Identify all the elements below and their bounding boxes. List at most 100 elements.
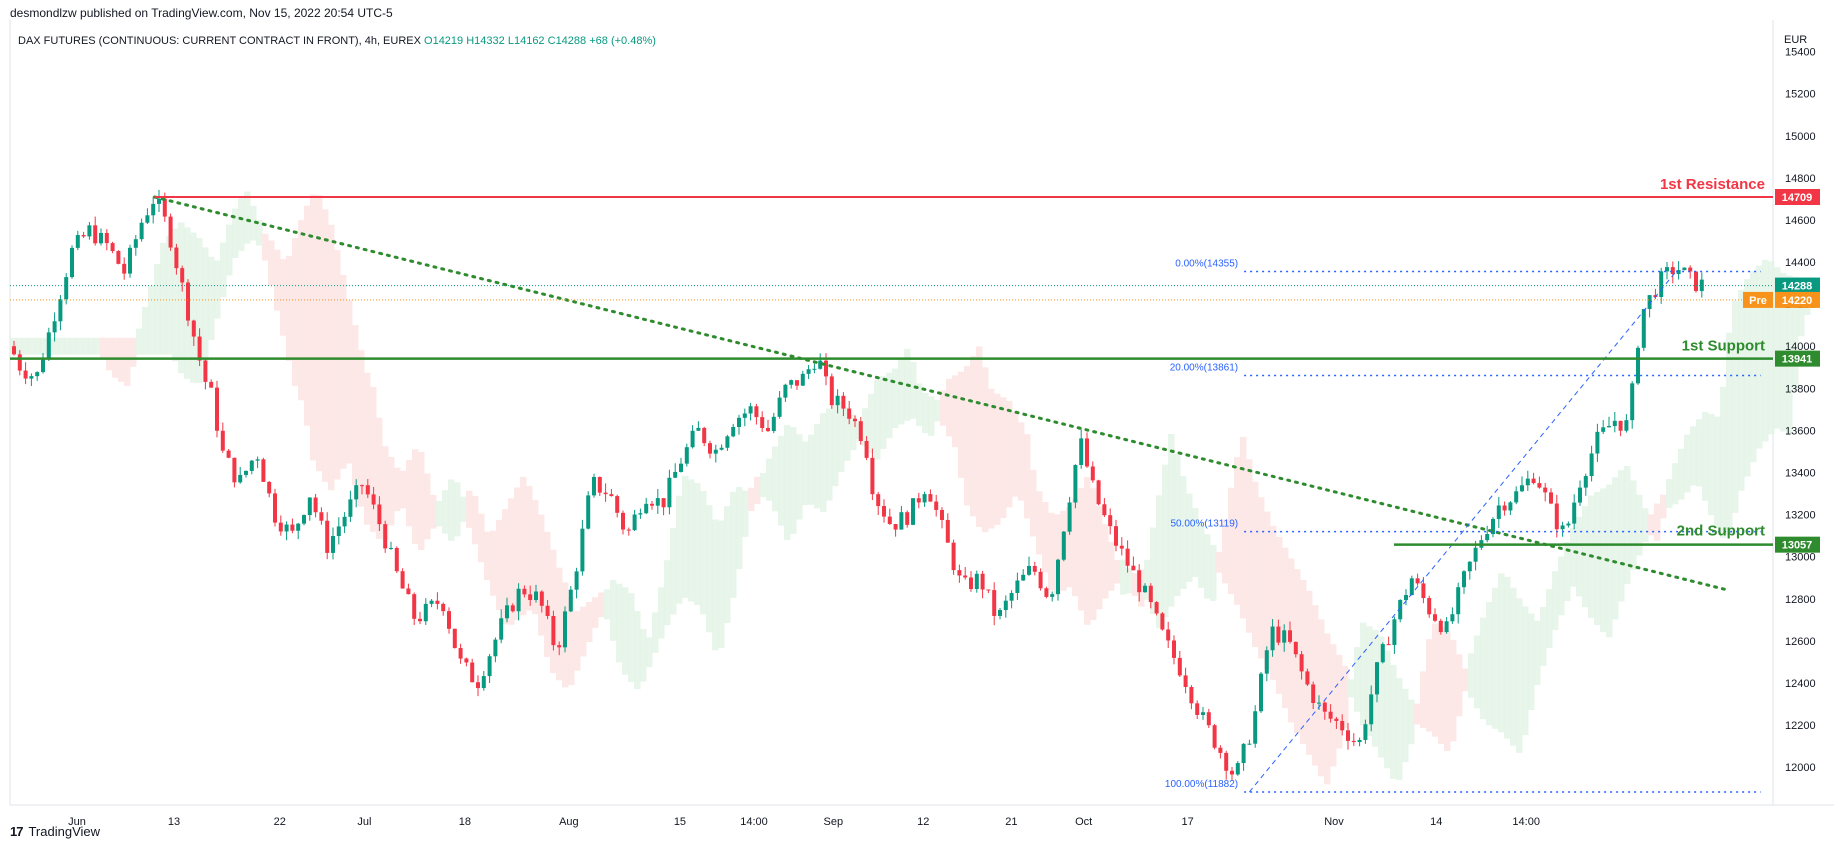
cloud-segment [718,520,725,649]
candle-body [23,370,28,379]
candle-body [534,591,538,601]
candle-body [1630,383,1635,421]
cloud-segment [832,404,839,487]
candle-body [893,524,898,530]
candle-body [435,600,440,604]
cloud-segment [892,368,899,428]
candle-body [1444,621,1449,633]
candle-body [858,421,863,442]
cloud-segment [754,476,761,505]
candle-body [1334,718,1339,721]
candle-body [1235,763,1240,775]
cloud-segment [34,337,41,355]
cloud-segment [250,205,257,241]
candle-body [1340,720,1345,731]
candle-body [1491,518,1495,535]
candle-body [1154,602,1159,614]
candle-body [313,497,318,513]
candle-body [1427,598,1432,615]
cloud-segment [514,487,521,620]
candle-body [673,471,678,478]
candle-body [296,523,301,531]
candle-body [1218,747,1223,753]
cloud-segment [16,337,23,355]
candle-body [273,493,277,523]
cloud-segment [1246,459,1253,633]
candle-body [1003,600,1008,610]
candle-body [806,369,811,374]
candle-body [632,514,637,531]
candle-body [626,529,631,531]
cloud-segment [1228,487,1235,595]
candle-body [957,570,962,576]
candle-body [1027,565,1031,575]
candle-body [1317,702,1321,704]
candle-body [12,346,16,355]
candle-body [1618,420,1623,431]
time-tick-label: 14:00 [1512,816,1540,828]
cloud-segment [1324,633,1331,785]
cloud-segment [1402,688,1409,763]
cloud-segment [784,425,791,540]
cloud-segment [1492,587,1499,729]
candle-body [1044,588,1049,597]
candle-body [696,427,701,431]
cloud-segment [142,307,149,355]
cloud-segment [1048,512,1055,591]
candle-body [748,406,753,414]
candle-body [638,513,643,515]
candle-body [1607,426,1611,428]
descending-trendline [153,195,1731,592]
cloud-segment [1732,300,1739,513]
price-tick-label: 15000 [1785,131,1816,143]
candle-body [795,380,799,386]
candle-body [1578,487,1582,503]
cloud-segment [394,467,401,512]
cloud-segment [814,423,821,509]
cloud-segment [220,242,227,298]
candle-body [1293,641,1298,655]
cloud-segment [1600,488,1607,633]
cloud-segment [1510,587,1517,746]
cloud-segment [1318,619,1325,777]
cloud-segment [700,490,707,615]
cloud-segment [736,486,743,570]
candle-body [203,360,208,382]
candle-body [1177,657,1182,676]
cloud-segment [682,475,689,598]
candle-body [1659,271,1664,298]
candlesticks [12,189,1704,781]
cloud-segment [1186,493,1193,582]
candle-body [945,519,950,543]
candle-body [46,332,51,360]
candle-body [418,618,422,622]
cloud-segment [628,593,635,682]
time-tick-label: 15 [674,816,686,828]
candle-body [464,658,469,663]
cloud-segment [1540,606,1547,666]
candle-body [319,512,324,521]
cloud-segment [292,238,299,386]
price-tick-label: 14400 [1785,257,1816,269]
cloud-segment [82,337,89,355]
cloud-segment [1480,617,1487,720]
candle-body [1404,595,1408,601]
candle-body [307,497,312,516]
time-tick-label: 13 [168,816,180,828]
cloud-segment [1342,666,1349,729]
candle-body [1554,503,1559,530]
candle-body [354,485,359,500]
candle-body [824,360,828,377]
low-value: L14162 [507,35,545,47]
cloud-segment [412,449,419,545]
time-tick-label: 22 [274,816,286,828]
cloud-segment [478,513,485,563]
candle-body [383,524,388,549]
candle-body [905,512,910,525]
cloud-segment [172,228,179,362]
cloud-segment [1444,630,1451,752]
cloud-segment [484,531,491,581]
candle-body [1305,671,1310,685]
candle-body [145,215,150,223]
